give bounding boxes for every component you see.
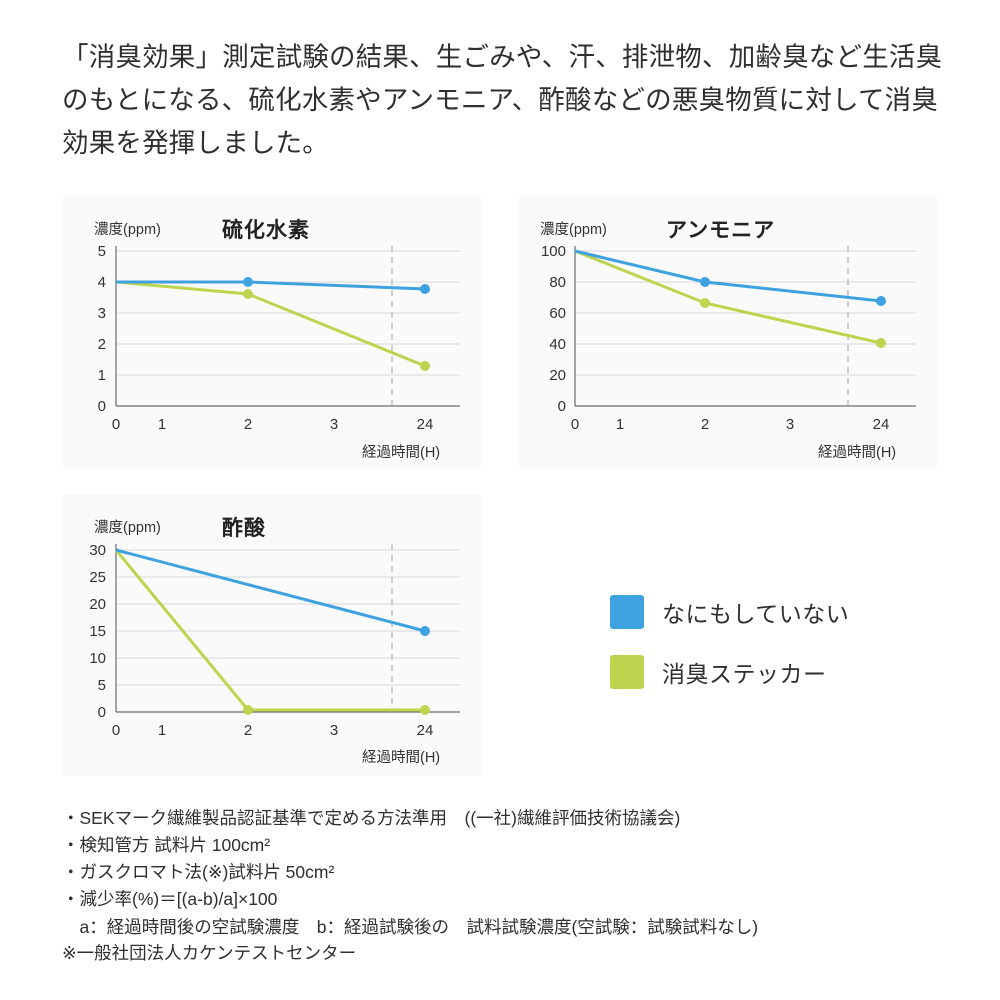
chart-svg-acetic-acid: 30 25 20 15 10 5 0 0 1 2 3 24 xyxy=(89,542,460,739)
svg-text:24: 24 xyxy=(417,722,434,739)
svg-text:0: 0 xyxy=(112,416,120,433)
svg-text:3: 3 xyxy=(98,305,106,322)
note-line: ・SEKマーク繊維製品認証基準で定める方法準用 ((一社)繊維評価技術協議会) xyxy=(62,808,681,828)
note-line: ・ガスクロマト法(※)試料片 50cm² xyxy=(62,862,335,883)
svg-text:24: 24 xyxy=(873,416,890,433)
svg-text:0: 0 xyxy=(98,704,106,721)
x-axis-label: 経過時間(H) xyxy=(818,445,897,461)
svg-text:0: 0 xyxy=(98,398,106,415)
chart-title: アンモニア xyxy=(666,219,776,242)
svg-text:80: 80 xyxy=(549,274,566,291)
svg-text:2: 2 xyxy=(244,416,252,433)
svg-text:20: 20 xyxy=(89,596,106,613)
svg-text:5: 5 xyxy=(98,677,106,694)
legend-label: なにもしていない xyxy=(662,601,850,627)
svg-text:4: 4 xyxy=(98,274,106,291)
y-axis-unit-label: 濃度(ppm) xyxy=(94,222,161,238)
svg-text:30: 30 xyxy=(89,542,106,559)
svg-text:1: 1 xyxy=(158,722,166,739)
svg-text:5: 5 xyxy=(98,243,106,260)
svg-text:60: 60 xyxy=(549,305,566,322)
legend-item-untreated: なにもしていない xyxy=(610,595,849,629)
svg-text:20: 20 xyxy=(549,367,566,384)
svg-text:3: 3 xyxy=(330,416,338,433)
svg-text:2: 2 xyxy=(244,722,252,739)
chart-title: 酢酸 xyxy=(222,517,266,540)
svg-text:25: 25 xyxy=(89,569,106,586)
notes-block: ・SEKマーク繊維製品認証基準で定める方法準用 ((一社)繊維評価技術協議会) … xyxy=(62,805,962,941)
legend-label: 消臭ステッカー xyxy=(662,661,827,687)
svg-text:0: 0 xyxy=(558,398,566,415)
footnote: ※一般社団法人カケンテストセンター xyxy=(62,943,357,963)
svg-text:0: 0 xyxy=(112,722,120,739)
chart-legend: なにもしていない 消臭ステッカー xyxy=(610,595,849,715)
note-line: a：経過時間後の空試験濃度 b：経過試験後の 試料試験濃度(空試験：試験試料なし… xyxy=(62,916,759,937)
svg-text:1: 1 xyxy=(616,416,624,433)
svg-text:2: 2 xyxy=(98,336,106,353)
legend-swatch-blue xyxy=(610,595,644,629)
y-axis-unit-label: 濃度(ppm) xyxy=(94,520,161,536)
chart-panel-acetic-acid: 酢酸 濃度(ppm) 経過時間(H) 30 25 20 15 10 5 0 0 … xyxy=(62,494,482,776)
svg-text:40: 40 xyxy=(549,336,566,353)
svg-text:1: 1 xyxy=(158,416,166,433)
note-line: ・検知管方 試料片 100cm² xyxy=(62,835,271,856)
chart-svg-ammonia: 100 80 60 40 20 0 0 1 2 3 24 xyxy=(541,243,916,433)
y-axis-unit-label: 濃度(ppm) xyxy=(540,222,607,238)
svg-text:100: 100 xyxy=(541,243,566,260)
chart-title: 硫化水素 xyxy=(222,219,310,242)
svg-text:3: 3 xyxy=(786,416,794,433)
note-line: ・減少率(%)＝[(a-b)/a]×100 xyxy=(62,889,278,910)
svg-text:3: 3 xyxy=(330,722,338,739)
svg-text:2: 2 xyxy=(701,416,709,433)
legend-swatch-green xyxy=(610,655,644,689)
x-axis-label: 経過時間(H) xyxy=(362,750,441,766)
x-axis-label: 経過時間(H) xyxy=(362,445,441,461)
svg-text:10: 10 xyxy=(89,650,106,667)
legend-item-deodorant-sticker: 消臭ステッカー xyxy=(610,655,849,689)
svg-text:0: 0 xyxy=(571,416,579,433)
svg-text:24: 24 xyxy=(417,416,434,433)
svg-text:15: 15 xyxy=(89,623,106,640)
chart-panel-ammonia: アンモニア 濃度(ppm) 経過時間(H) 100 80 60 40 20 0 … xyxy=(518,196,938,468)
intro-paragraph: 「消臭効果」測定試験の結果、生ごみや、汗、排泄物、加齢臭など生活臭のもとになる、… xyxy=(62,42,943,158)
chart-svg-hydrogen-sulfide: 5 4 3 2 1 0 0 1 2 3 24 xyxy=(98,243,460,433)
svg-text:1: 1 xyxy=(98,367,106,384)
chart-panel-hydrogen-sulfide: 硫化水素 濃度(ppm) 経過時間(H) 5 4 3 2 1 0 0 1 2 3… xyxy=(62,196,482,468)
